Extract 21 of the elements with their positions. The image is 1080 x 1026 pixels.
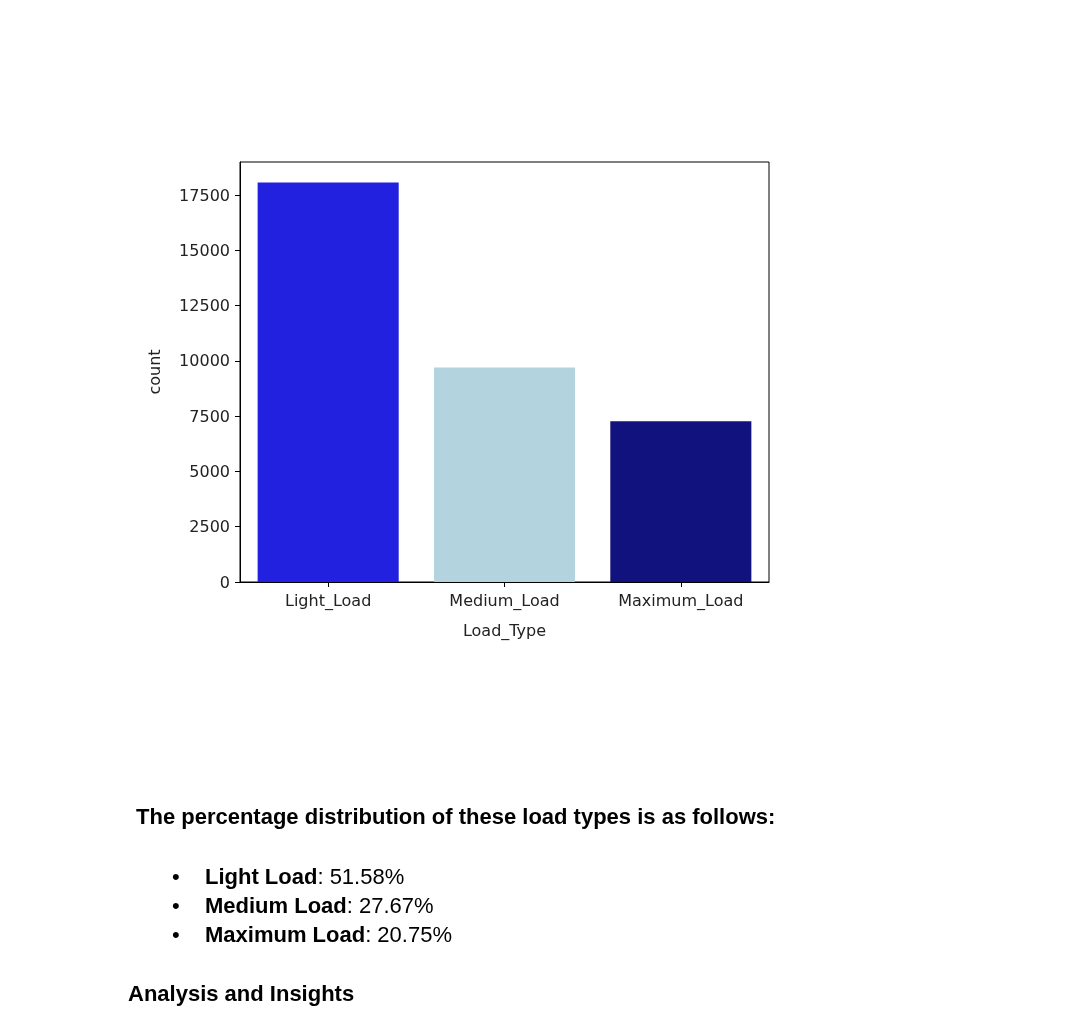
bar — [433, 367, 576, 582]
text: The percentage distribution of these load types is as follows: — [136, 803, 776, 829]
y-tick-label: 5000 — [189, 461, 230, 481]
text: Analysis and Insights — [128, 980, 355, 1006]
y-tick-label: 7500 — [189, 406, 230, 426]
x-tick-label: Light_Load — [285, 590, 372, 611]
y-tick-label: 12500 — [179, 296, 230, 316]
bar — [257, 182, 399, 582]
x-axis-title: Load_Type — [462, 620, 547, 641]
y-tick-label: 15000 — [179, 240, 230, 260]
x-tick-label: Medium_Load — [449, 590, 560, 611]
y-axis-title: count — [144, 349, 164, 395]
y-tick-label: 10000 — [179, 351, 230, 371]
y-tick-label: 0 — [219, 572, 230, 592]
text: • Medium Load: 27.67% — [172, 892, 434, 918]
bar — [610, 421, 752, 582]
x-tick-label: Maximum_Load — [618, 590, 744, 611]
text: • Light Load: 51.58% — [172, 863, 405, 889]
y-tick-label: 17500 — [179, 185, 230, 205]
y-tick-label: 2500 — [189, 517, 230, 537]
text: • Maximum Load: 20.75% — [172, 921, 452, 947]
